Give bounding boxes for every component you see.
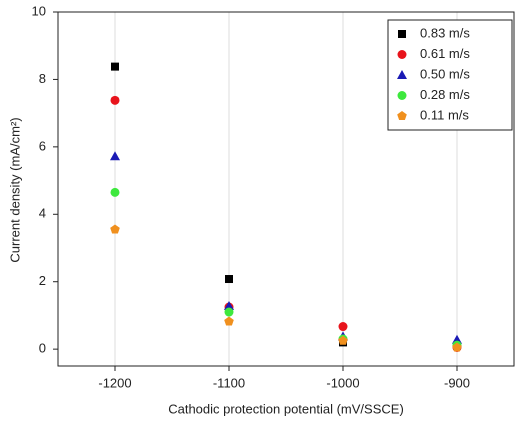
y-tick-label: 6 bbox=[39, 138, 46, 153]
marker bbox=[110, 224, 120, 234]
y-tick-label: 8 bbox=[39, 71, 46, 86]
marker bbox=[110, 151, 120, 161]
plot-frame bbox=[57, 11, 515, 367]
marker bbox=[338, 322, 348, 332]
marker bbox=[338, 335, 348, 345]
legend-marker bbox=[397, 70, 407, 79]
legend-label: 0.11 m/s bbox=[420, 107, 469, 122]
x-tick-label: -900 bbox=[444, 375, 470, 390]
legend-label: 0.61 m/s bbox=[420, 46, 470, 61]
x-axis-label: Cathodic protection potential (mV/SSCE) bbox=[168, 401, 404, 416]
legend-marker bbox=[397, 111, 407, 120]
marker bbox=[111, 62, 119, 71]
marker bbox=[110, 95, 120, 105]
marker bbox=[452, 342, 462, 352]
marker bbox=[110, 187, 120, 197]
legend-marker bbox=[397, 91, 407, 100]
marker bbox=[224, 316, 234, 326]
marker bbox=[224, 300, 234, 310]
x-tick-label: -1100 bbox=[213, 375, 245, 390]
legend-label: 0.83 m/s bbox=[420, 25, 470, 40]
x-tick-label: -1000 bbox=[326, 375, 359, 390]
marker bbox=[225, 275, 233, 284]
legend-marker bbox=[398, 30, 406, 38]
y-tick-label: 0 bbox=[39, 341, 46, 356]
y-tick-label: 4 bbox=[39, 206, 46, 221]
legend-marker bbox=[397, 50, 407, 59]
legend-label: 0.50 m/s bbox=[420, 66, 470, 81]
x-tick-label: -1200 bbox=[98, 375, 131, 390]
y-axis-label: Current density (mA/cm²) bbox=[7, 117, 22, 262]
y-tick-label: 2 bbox=[39, 273, 46, 288]
marker bbox=[224, 307, 234, 317]
legend-label: 0.28 m/s bbox=[420, 87, 470, 102]
legend-box bbox=[387, 19, 513, 131]
y-tick-label: 10 bbox=[32, 3, 46, 18]
